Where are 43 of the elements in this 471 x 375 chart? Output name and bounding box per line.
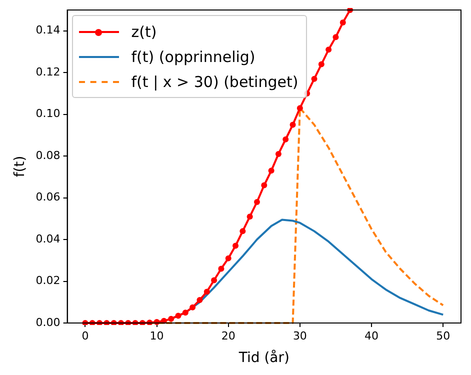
point [190, 304, 196, 310]
point [275, 150, 282, 157]
x-tick-label: 0 [82, 329, 89, 342]
point [196, 297, 203, 304]
point [332, 34, 339, 40]
point [240, 228, 246, 234]
legend-label: f(t | x > 30) (betinget) [131, 72, 298, 90]
y-tick-label: 0.00 [36, 316, 60, 329]
point [290, 122, 296, 128]
y-tick-label: 0.02 [36, 274, 60, 288]
point [296, 105, 303, 112]
x-tick-label: 40 [364, 329, 379, 342]
point [268, 168, 274, 174]
y-tick-label: 0.06 [36, 190, 60, 204]
point [182, 310, 188, 316]
point [340, 20, 346, 26]
point [318, 61, 324, 68]
y-tick-label: 0.10 [36, 107, 60, 120]
point [282, 136, 289, 142]
point [218, 266, 224, 272]
legend-label: f(t) (opprinnelig) [131, 48, 256, 66]
x-tick-label: 30 [292, 329, 307, 342]
point [254, 198, 260, 205]
y-tick-label: 0.12 [36, 65, 60, 78]
point [311, 76, 318, 82]
point [175, 312, 182, 319]
y-tick-label: 0.08 [36, 148, 60, 162]
point [204, 288, 210, 295]
x-tick-label: 10 [150, 329, 164, 342]
point [326, 46, 332, 53]
x-axis-title: Tid (år) [238, 349, 290, 366]
y-axis-title: f(t) [12, 156, 28, 178]
x-tick-label: 20 [221, 329, 236, 342]
point [168, 316, 174, 322]
x-tick-label: 50 [436, 329, 450, 342]
point [261, 182, 268, 188]
y-tick-label: 0.14 [36, 24, 60, 37]
legend-label: z(t) [131, 22, 157, 40]
point [225, 255, 232, 262]
point [211, 277, 218, 284]
y-tick-label: 0.04 [36, 232, 60, 246]
point [232, 242, 239, 249]
point [246, 214, 253, 220]
